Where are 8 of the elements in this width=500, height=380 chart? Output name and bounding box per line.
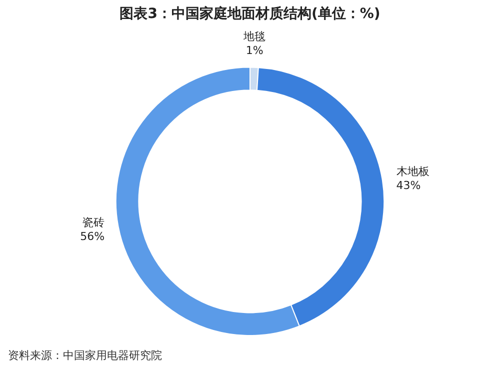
slice-label: 木地板 bbox=[396, 165, 430, 178]
data-label: 1% bbox=[246, 44, 264, 58]
data-label: 43% bbox=[396, 179, 421, 192]
chart-title: 图表3：中国家庭地面材质结构(单位：%) bbox=[120, 5, 380, 22]
slice-label: 地毯 bbox=[242, 30, 266, 44]
slice-label: 瓷砖 bbox=[82, 216, 105, 230]
data-label: 56% bbox=[80, 230, 105, 244]
text: 资料来源：中国家用电器研究院 bbox=[8, 348, 162, 363]
